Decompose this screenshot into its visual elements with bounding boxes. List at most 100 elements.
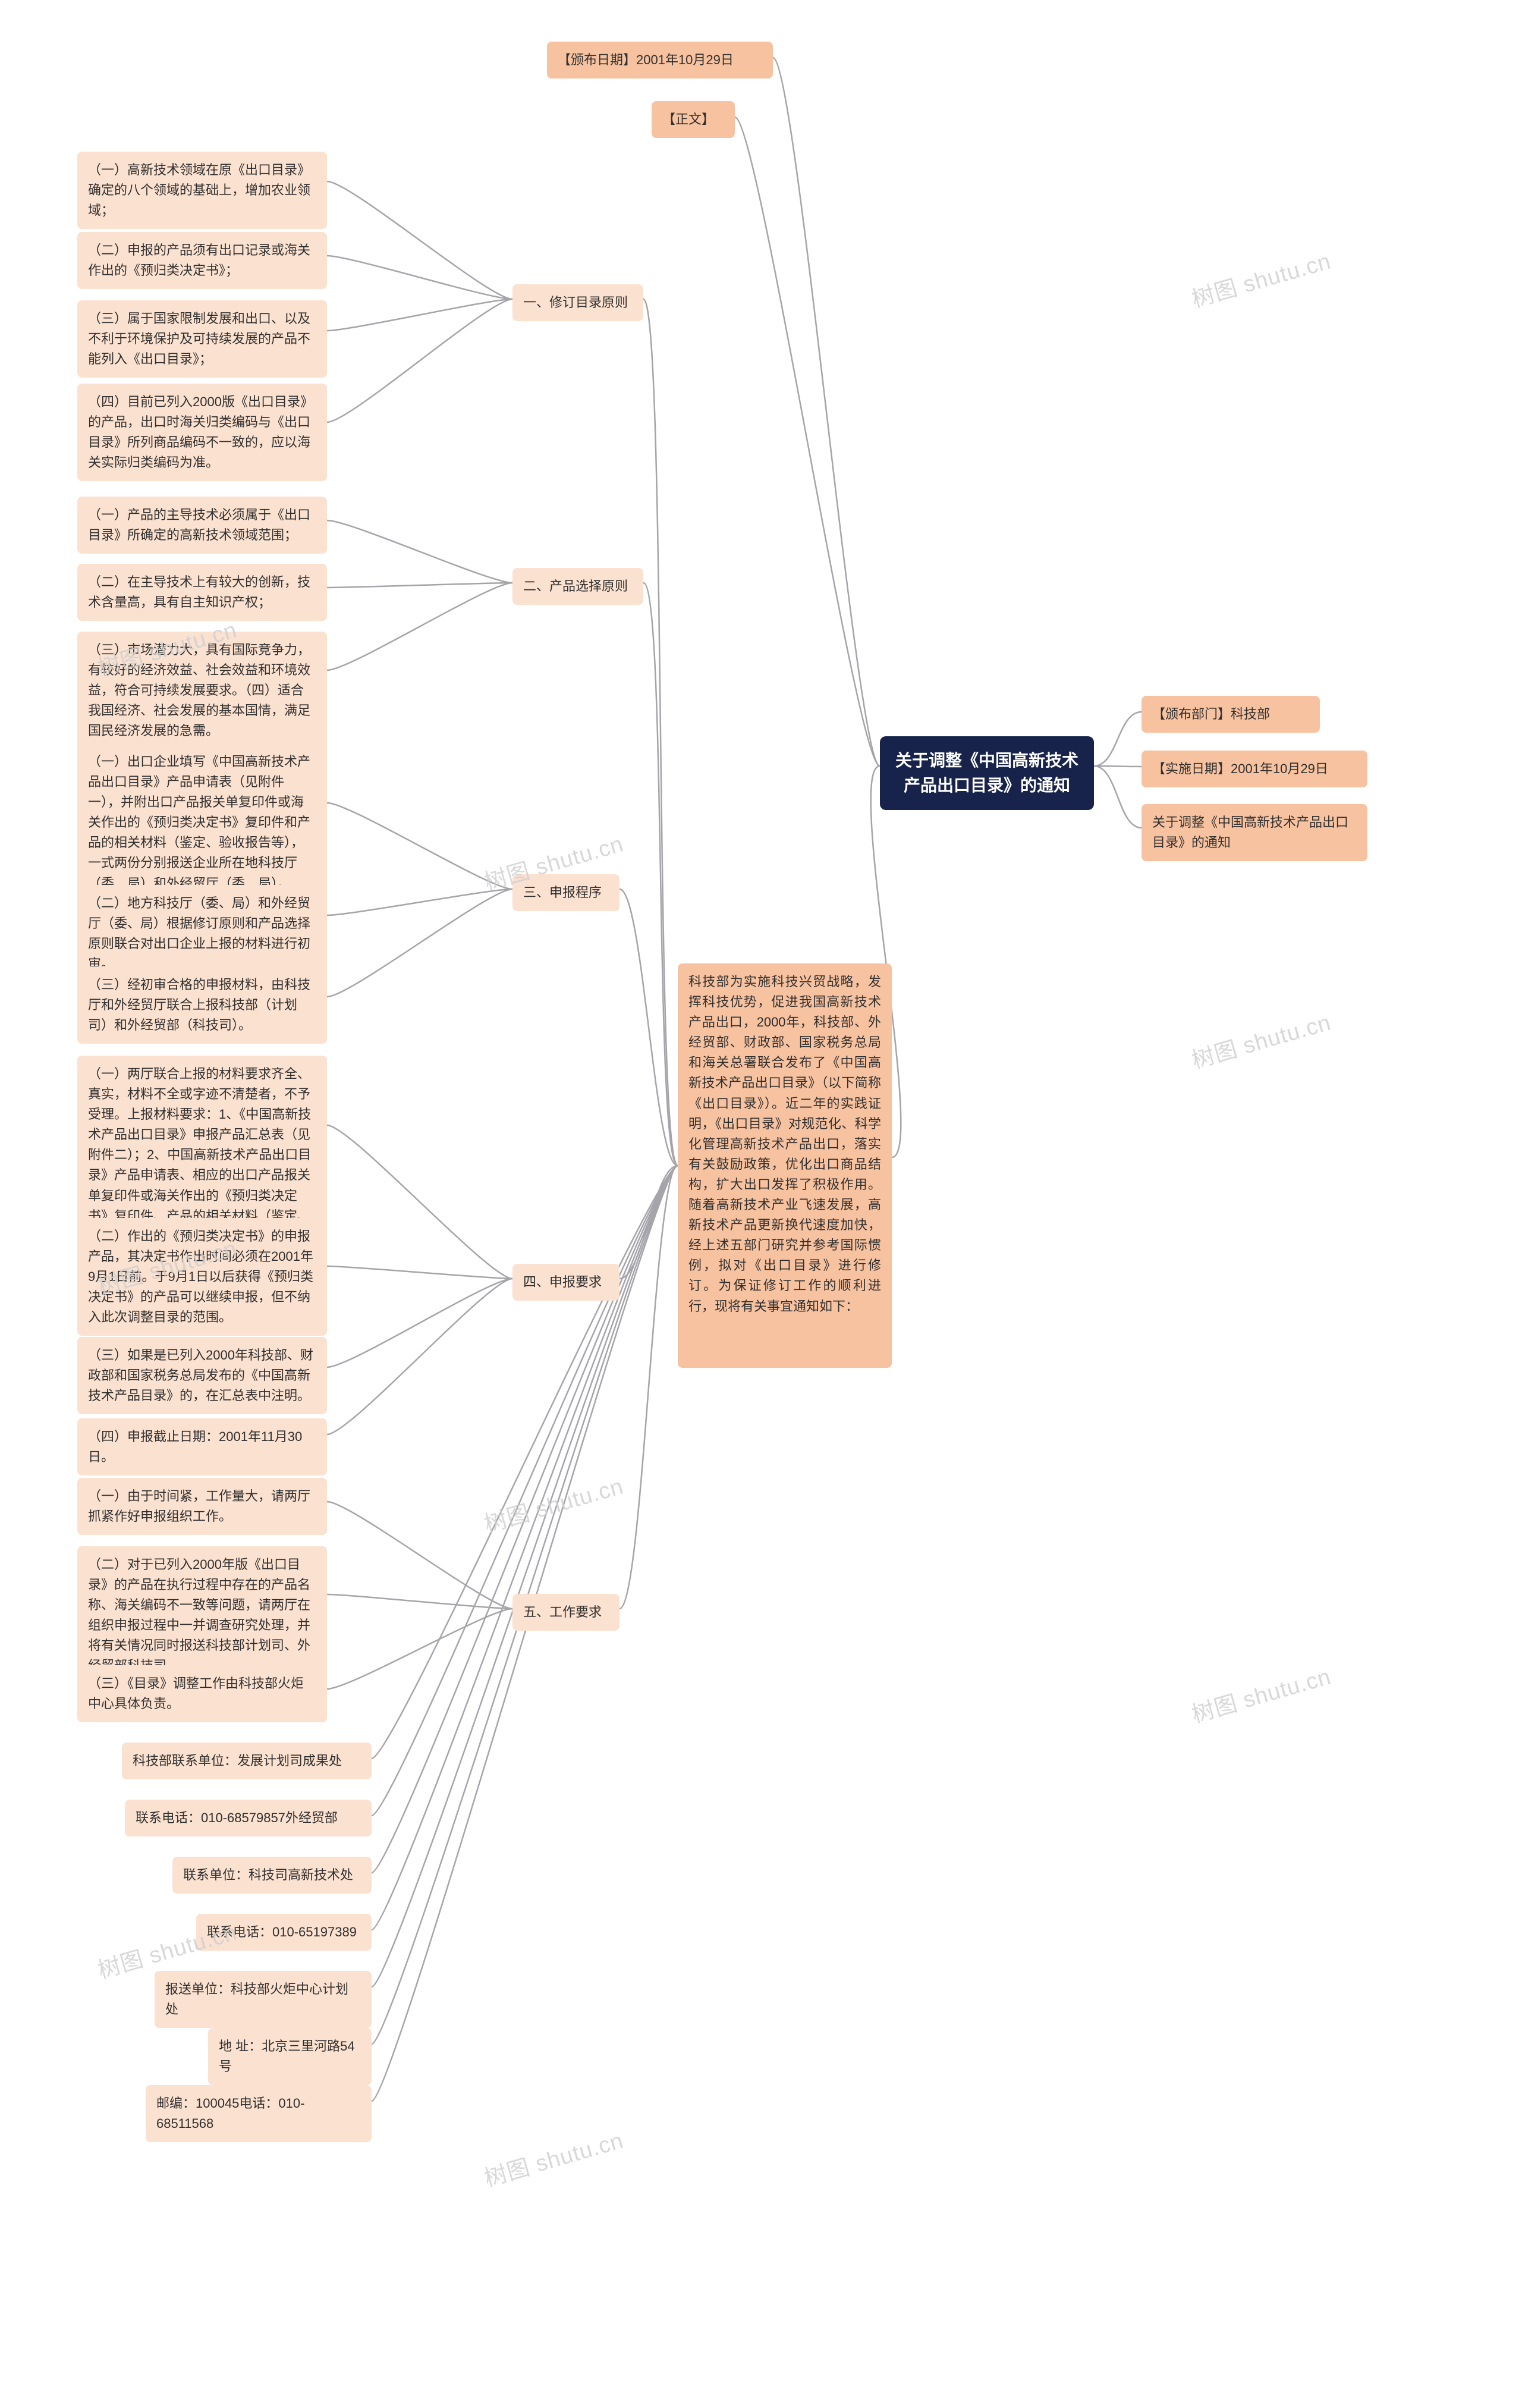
right-dept-text: 【颁布部门】科技部 <box>1152 707 1270 721</box>
connector-line <box>327 1279 512 1434</box>
connector-line <box>1094 766 1142 767</box>
section-3-item-3[interactable]: （三）经初审合格的申报材料，由科技厅和外经贸厅联合上报科技部（计划司）和外经贸部… <box>77 966 327 1044</box>
section-2-item-1[interactable]: （一）产品的主导技术必须属于《出口目录》所确定的高新技术领域范围； <box>77 497 327 554</box>
section-4-item-3-text: （三）如果是已列入2000年科技部、财政部和国家税务总局发布的《中国高新技术产品… <box>88 1348 313 1403</box>
body-paragraph[interactable]: 科技部为实施科技兴贸战略，发挥科技优势，促进我国高新技术产品出口，2000年，科… <box>678 963 892 1368</box>
connector-line <box>327 1125 512 1279</box>
connector-line <box>327 1279 512 1367</box>
connector-line <box>327 1609 512 1689</box>
section-4-item-4[interactable]: （四）申报截止日期：2001年11月30日。 <box>77 1418 327 1475</box>
connector-line <box>1094 766 1142 828</box>
section-5-item-3-text: （三）《目录》调整工作由科技部火炬中心具体负责。 <box>88 1676 304 1711</box>
connector-line <box>372 1166 678 2101</box>
connector-line <box>773 58 880 766</box>
body-paragraph-text: 科技部为实施科技兴贸战略，发挥科技优势，促进我国高新技术产品出口，2000年，科… <box>688 974 881 1314</box>
contact-tech-unit-text: 科技部联系单位：发展计划司成果处 <box>133 1753 342 1768</box>
connector-line <box>327 1266 512 1279</box>
section-5-heading[interactable]: 五、工作要求 <box>512 1594 620 1631</box>
connector-line <box>643 299 678 1166</box>
section-1-heading[interactable]: 一、修订目录原则 <box>512 284 643 321</box>
section-1-item-4-text: （四）目前已列入2000版《出口目录》的产品，出口时海关归类编码与《出口目录》所… <box>88 394 313 470</box>
connector-line <box>327 583 512 588</box>
section-3-item-3-text: （三）经初审合格的申报材料，由科技厅和外经贸厅联合上报科技部（计划司）和外经贸部… <box>88 977 310 1032</box>
contact-submit-unit-text: 报送单位：科技部火炬中心计划处 <box>165 1982 348 2017</box>
root-node[interactable]: 关于调整《中国高新技术 产品出口目录》的通知 <box>880 736 1094 810</box>
section-1-heading-text: 一、修订目录原则 <box>523 295 628 310</box>
connector-line <box>327 520 512 583</box>
section-1-item-2[interactable]: （二）申报的产品须有出口记录或海关作出的《预归类决定书》； <box>77 232 327 289</box>
section-1-item-4[interactable]: （四）目前已列入2000版《出口目录》的产品，出口时海关归类编码与《出口目录》所… <box>77 384 327 481</box>
section-2-item-1-text: （一）产品的主导技术必须属于《出口目录》所确定的高新技术领域范围； <box>88 507 310 542</box>
contact-phone-2[interactable]: 联系电话：010-65197389 <box>196 1914 372 1951</box>
section-2-item-3[interactable]: （三）市场潜力大，具有国际竞争力，有较好的经济效益、社会效益和环境效益，符合可持… <box>77 632 327 749</box>
body-label[interactable]: 【正文】 <box>652 101 735 138</box>
section-1-item-2-text: （二）申报的产品须有出口记录或海关作出的《预归类决定书》； <box>88 243 310 278</box>
right-title-repeat-text: 关于调整《中国高新技术产品出口目录》的通知 <box>1152 815 1348 850</box>
contact-submit-unit[interactable]: 报送单位：科技部火炬中心计划处 <box>155 1971 372 2028</box>
connector-line <box>620 889 678 1166</box>
watermark: 树图 shutu.cn <box>480 2122 627 2193</box>
right-dept[interactable]: 【颁布部门】科技部 <box>1142 696 1320 733</box>
section-3-heading-text: 三、申报程序 <box>523 885 602 900</box>
section-4-item-1-text: （一）两厅联合上报的材料要求齐全、真实，材料不全或字迹不清楚者，不予受理。上报材… <box>88 1066 311 1244</box>
watermark: 树图 shutu.cn <box>480 1468 627 1539</box>
issue-date-text: 【颁布日期】2001年10月29日 <box>558 52 734 67</box>
body-label-text: 【正文】 <box>662 112 715 127</box>
contact-address[interactable]: 地 址：北京三里河路54号 <box>208 2028 372 2085</box>
connector-line <box>327 299 512 422</box>
section-5-heading-text: 五、工作要求 <box>523 1605 602 1619</box>
section-5-item-2-text: （二）对于已列入2000年版《出口目录》的产品在执行过程中存在的产品名称、海关编… <box>88 1557 310 1673</box>
section-1-item-1[interactable]: （一）高新技术领域在原《出口目录》确定的八个领域的基础上，增加农业领域； <box>77 152 327 229</box>
right-title-repeat[interactable]: 关于调整《中国高新技术产品出口目录》的通知 <box>1142 804 1367 861</box>
connector-line <box>327 299 512 331</box>
contact-tech-unit[interactable]: 科技部联系单位：发展计划司成果处 <box>122 1743 372 1779</box>
watermark: 树图 shutu.cn <box>1187 1004 1334 1075</box>
connector-line <box>327 1502 512 1609</box>
contact-phone-2-text: 联系电话：010-65197389 <box>207 1924 357 1939</box>
section-2-item-2-text: （二）在主导技术上有较大的创新，技术含量高，具有自主知识产权； <box>88 574 310 610</box>
connector-line <box>372 1166 678 1759</box>
watermark: 树图 shutu.cn <box>1187 1658 1334 1729</box>
connector-line <box>620 1166 678 1279</box>
section-5-item-1[interactable]: （一）由于时间紧，工作量大，请两厅抓紧作好申报组织工作。 <box>77 1478 327 1535</box>
contact-phone-1[interactable]: 联系电话：010-68579857外经贸部 <box>125 1800 372 1836</box>
section-4-heading[interactable]: 四、申报要求 <box>512 1264 620 1301</box>
contact-postcode-phone[interactable]: 邮编：100045电话：010-68511568 <box>146 2085 372 2142</box>
connector-line <box>372 1166 678 1816</box>
connector-line <box>327 889 512 997</box>
connector-line <box>327 256 512 299</box>
section-1-item-3[interactable]: （三）属于国家限制发展和出口、以及不利于环境保护及可持续发展的产品不能列入《出口… <box>77 300 327 378</box>
section-4-item-4-text: （四）申报截止日期：2001年11月30日。 <box>88 1429 302 1464</box>
root-title: 关于调整《中国高新技术 产品出口目录》的通知 <box>895 751 1078 795</box>
contact-unit-2[interactable]: 联系单位：科技司高新技术处 <box>172 1857 372 1894</box>
connector-line <box>735 117 880 766</box>
section-2-item-2[interactable]: （二）在主导技术上有较大的创新，技术含量高，具有自主知识产权； <box>77 564 327 621</box>
connector-line <box>1094 712 1142 766</box>
connector-line <box>327 583 512 670</box>
contact-unit-2-text: 联系单位：科技司高新技术处 <box>183 1867 353 1882</box>
connector-line <box>620 1166 678 1609</box>
section-2-heading[interactable]: 二、产品选择原则 <box>512 568 643 605</box>
section-2-item-3-text: （三）市场潜力大，具有国际竞争力，有较好的经济效益、社会效益和环境效益，符合可持… <box>88 642 310 738</box>
section-3-heading[interactable]: 三、申报程序 <box>512 874 620 911</box>
connector-line <box>327 181 512 299</box>
section-4-item-2-text: （二）作出的《预归类决定书》的申报产品，其决定书作出时间必须在2001年9月1日… <box>88 1229 313 1324</box>
section-3-item-1-text: （一）出口企业填写《中国高新技术产品出口目录》产品申请表（见附件一），并附出口产… <box>88 754 310 891</box>
section-1-item-1-text: （一）高新技术领域在原《出口目录》确定的八个领域的基础上，增加农业领域； <box>88 162 310 218</box>
section-2-heading-text: 二、产品选择原则 <box>523 579 628 594</box>
section-3-item-2-text: （二）地方科技厅（委、局）和外经贸厅（委、局）根据修订原则和产品选择原则联合对出… <box>88 896 310 971</box>
section-4-item-3[interactable]: （三）如果是已列入2000年科技部、财政部和国家税务总局发布的《中国高新技术产品… <box>77 1337 327 1414</box>
connector-line <box>327 1594 512 1609</box>
section-5-item-2[interactable]: （二）对于已列入2000年版《出口目录》的产品在执行过程中存在的产品名称、海关编… <box>77 1546 327 1685</box>
right-effective-date-text: 【实施日期】2001年10月29日 <box>1152 761 1328 776</box>
contact-address-text: 地 址：北京三里河路54号 <box>219 2039 355 2074</box>
connector-line <box>327 889 512 915</box>
issue-date[interactable]: 【颁布日期】2001年10月29日 <box>547 42 773 79</box>
section-4-item-2[interactable]: （二）作出的《预归类决定书》的申报产品，其决定书作出时间必须在2001年9月1日… <box>77 1218 327 1336</box>
connector-line <box>327 803 512 889</box>
section-5-item-3[interactable]: （三）《目录》调整工作由科技部火炬中心具体负责。 <box>77 1665 327 1722</box>
contact-postcode-phone-text: 邮编：100045电话：010-68511568 <box>156 2096 304 2131</box>
right-effective-date[interactable]: 【实施日期】2001年10月29日 <box>1142 751 1367 787</box>
connector-line <box>643 583 678 1166</box>
section-3-item-1[interactable]: （一）出口企业填写《中国高新技术产品出口目录》产品申请表（见附件一），并附出口产… <box>77 743 327 902</box>
